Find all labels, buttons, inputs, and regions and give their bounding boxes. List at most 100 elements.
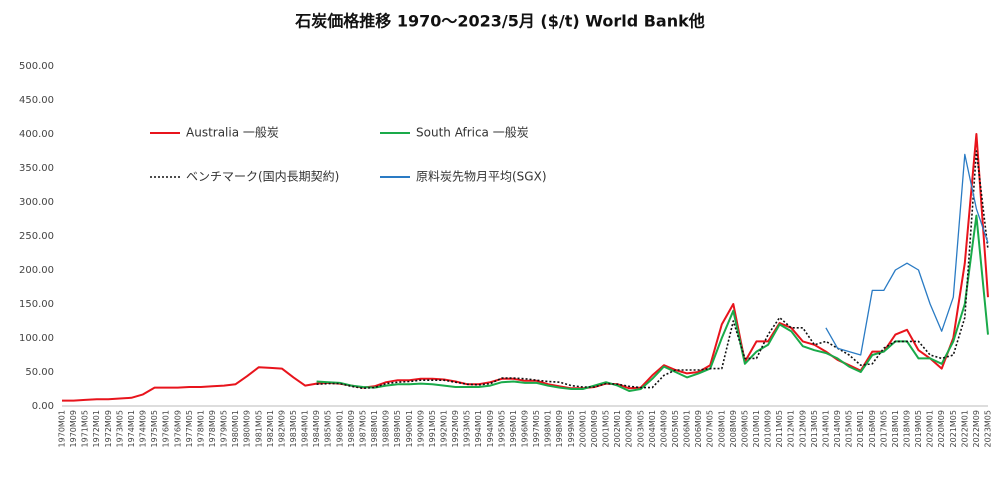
x-tick-label: 1974M09: [139, 410, 148, 447]
x-tick-label: 2012M09: [798, 410, 807, 447]
x-tick-label: 1976M01: [162, 410, 171, 447]
y-tick-label: 250.00: [19, 231, 54, 242]
x-tick-label: 2016M09: [868, 410, 877, 447]
x-tick-label: 1980M09: [243, 410, 252, 447]
x-tick-label: 1992M09: [451, 410, 460, 447]
x-tick-label: 1991M05: [428, 410, 437, 447]
x-tick-label: 1997M05: [532, 410, 541, 447]
y-tick-label: 0.00: [32, 401, 54, 412]
x-tick-label: 2002M09: [625, 410, 634, 447]
legend-label: South Africa 一般炭: [416, 125, 529, 140]
x-tick-label: 1990M01: [405, 410, 414, 447]
x-tick-label: 1982M01: [266, 410, 275, 447]
x-tick-label: 2018M09: [902, 410, 911, 447]
y-tick-label: 200.00: [19, 265, 54, 276]
x-tick-label: 1972M01: [92, 410, 101, 447]
x-tick-label: 2015M05: [845, 410, 854, 447]
x-tick-label: 2006M01: [683, 410, 692, 447]
y-tick-label: 100.00: [19, 333, 54, 344]
x-tick-label: 1977M05: [185, 410, 194, 447]
x-tick-label: 2000M09: [590, 410, 599, 447]
x-tick-label: 2020M01: [926, 410, 935, 447]
x-tick-label: 2013M05: [810, 410, 819, 447]
x-tick-label: 1996M01: [509, 410, 518, 447]
x-tick-label: 2004M01: [648, 410, 657, 447]
x-tick-label: 2012M01: [787, 410, 796, 447]
chart-title: 石炭価格推移 1970～2023/5月 ($/t) World Bank他: [294, 12, 705, 31]
x-tick-label: 1972M09: [104, 410, 113, 447]
x-tick-label: 1981M05: [254, 410, 263, 447]
y-tick-label: 450.00: [19, 95, 54, 106]
x-tick-label: 2002M01: [613, 410, 622, 447]
x-tick-label: 1993M05: [463, 410, 472, 447]
x-tick-label: 1999M05: [567, 410, 576, 447]
y-tick-label: 400.00: [19, 129, 54, 140]
series-line: [316, 150, 989, 390]
y-tick-label: 150.00: [19, 299, 54, 310]
x-tick-label: 2004M09: [659, 410, 668, 447]
x-tick-label: 2017M05: [879, 410, 888, 447]
x-tick-label: 1980M01: [231, 410, 240, 447]
x-tick-label: 1998M01: [544, 410, 553, 447]
x-tick-label: 1994M09: [486, 410, 495, 447]
x-tick-label: 1984M09: [312, 410, 321, 447]
x-tick-label: 1984M01: [301, 410, 310, 447]
x-tick-label: 2000M01: [578, 410, 587, 447]
series-line: [316, 214, 989, 392]
x-tick-label: 1976M09: [173, 410, 182, 447]
x-tick-label: 1986M09: [347, 410, 356, 447]
x-tick-label: 2009M05: [740, 410, 749, 447]
x-tick-label: 2020M09: [937, 410, 946, 447]
y-tick-label: 350.00: [19, 163, 54, 174]
x-tick-label: 2001M05: [602, 410, 611, 447]
legend-label: ベンチマーク(国内長期契約): [186, 169, 339, 184]
x-tick-label: 1974M01: [127, 410, 136, 447]
x-tick-label: 1989M05: [393, 410, 402, 447]
x-tick-label: 2021M05: [949, 410, 958, 447]
y-tick-label: 50.00: [25, 367, 54, 378]
x-tick-label: 1982M09: [277, 410, 286, 447]
x-tick-label: 2010M09: [764, 410, 773, 447]
x-tick-label: 1996M09: [521, 410, 530, 447]
x-tick-label: 1979M05: [220, 410, 229, 447]
x-tick-label: 2023M05: [984, 410, 993, 447]
x-tick-label: 2005M05: [671, 410, 680, 447]
x-tick-label: 2019M05: [914, 410, 923, 447]
x-tick-label: 1973M05: [115, 410, 124, 447]
x-tick-label: 2016M01: [856, 410, 865, 447]
x-tick-label: 2007M05: [706, 410, 715, 447]
x-tick-label: 1985M05: [324, 410, 333, 447]
x-tick-label: 1975M05: [150, 410, 159, 447]
legend-label: 原料炭先物月平均(SGX): [416, 170, 547, 184]
x-tick-label: 2006M09: [694, 410, 703, 447]
x-tick-label: 2022M01: [960, 410, 969, 447]
x-tick-label: 2010M01: [752, 410, 761, 447]
x-tick-label: 1978M09: [208, 410, 217, 447]
x-tick-label: 1995M05: [497, 410, 506, 447]
x-tick-label: 1983M05: [289, 410, 298, 447]
y-tick-label: 300.00: [19, 197, 54, 208]
x-tick-label: 1998M09: [555, 410, 564, 447]
x-tick-label: 1987M05: [358, 410, 367, 447]
x-tick-label: 2022M09: [972, 410, 981, 447]
legend-label: Australia 一般炭: [186, 125, 279, 140]
x-tick-label: 2014M01: [821, 410, 830, 447]
x-tick-label: 1978M01: [196, 410, 205, 447]
x-tick-label: 1988M09: [382, 410, 391, 447]
x-tick-label: 1988M01: [370, 410, 379, 447]
x-tick-label: 1986M01: [335, 410, 344, 447]
x-tick-label: 2018M01: [891, 410, 900, 447]
x-tick-label: 2014M09: [833, 410, 842, 447]
x-tick-label: 2003M05: [636, 410, 645, 447]
y-tick-label: 500.00: [19, 61, 54, 72]
x-tick-label: 2008M01: [717, 410, 726, 447]
x-tick-label: 1992M01: [439, 410, 448, 447]
x-tick-label: 2011M05: [775, 410, 784, 447]
series-line: [825, 153, 989, 356]
x-tick-label: 1994M01: [474, 410, 483, 447]
x-tick-label: 1970M01: [58, 410, 67, 447]
x-tick-label: 1990M09: [416, 410, 425, 447]
x-tick-label: 1971M05: [81, 410, 90, 447]
